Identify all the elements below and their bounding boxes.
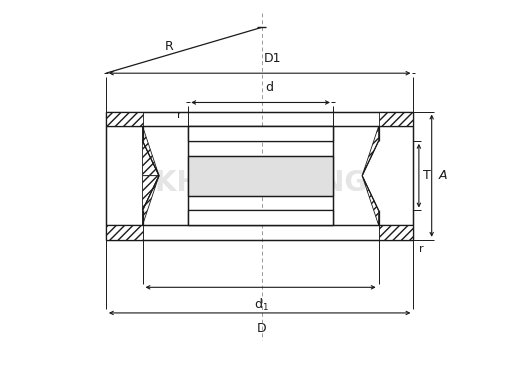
Text: D1: D1 xyxy=(264,52,281,65)
Text: A: A xyxy=(438,169,447,182)
Polygon shape xyxy=(379,225,413,240)
Polygon shape xyxy=(143,176,159,225)
Polygon shape xyxy=(143,176,159,225)
Text: D: D xyxy=(257,322,266,335)
Text: d$_1$: d$_1$ xyxy=(254,296,269,313)
Text: T: T xyxy=(423,169,431,182)
Text: R: R xyxy=(165,40,174,53)
Polygon shape xyxy=(379,112,413,126)
Polygon shape xyxy=(106,112,143,126)
Polygon shape xyxy=(188,126,333,141)
Polygon shape xyxy=(106,225,143,240)
Text: r: r xyxy=(177,110,181,120)
Text: KHT BEARING: KHT BEARING xyxy=(155,169,368,197)
Polygon shape xyxy=(362,126,379,176)
Text: r: r xyxy=(419,244,424,254)
Polygon shape xyxy=(143,126,159,176)
Text: d: d xyxy=(265,81,273,94)
Polygon shape xyxy=(143,126,159,176)
Polygon shape xyxy=(188,210,333,225)
Polygon shape xyxy=(362,176,379,225)
Bar xyxy=(188,156,333,196)
